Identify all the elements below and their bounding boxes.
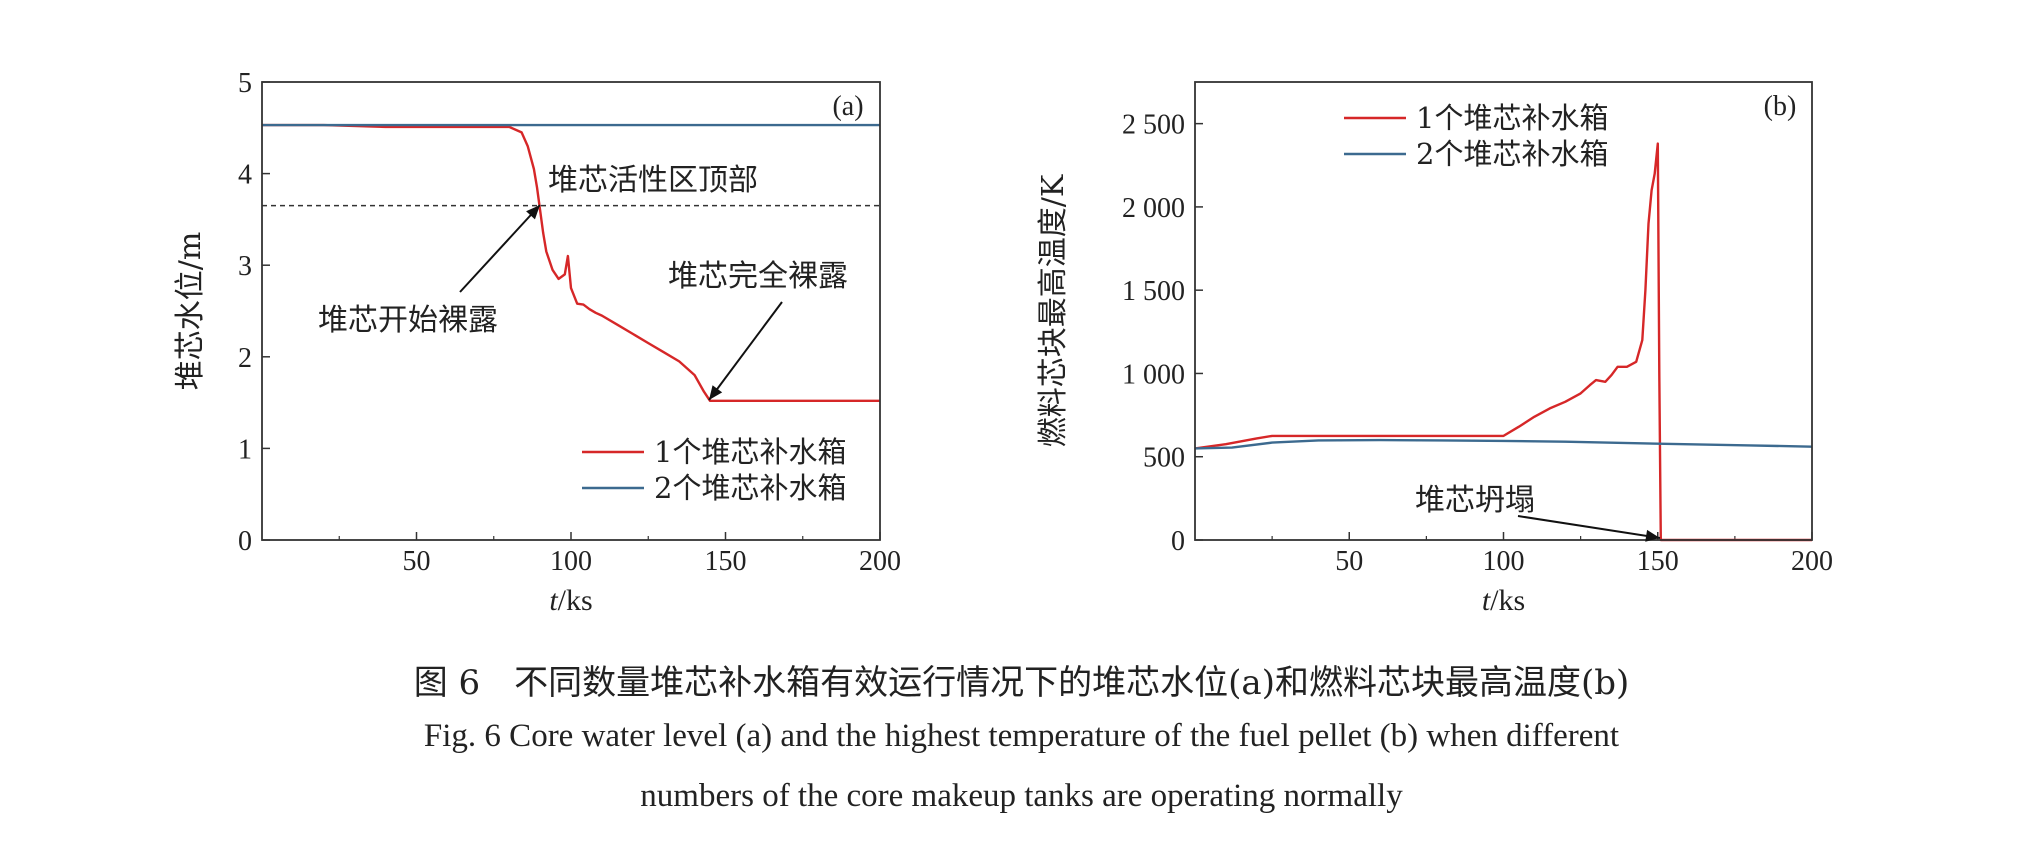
chart-panel-a: 50 100 150 200 0 1 2 3 4 5 堆芯活性区顶部 (a) 1个堆芯补水箱2个堆芯补水… xyxy=(173,68,901,617)
x-axis-label: t/ks xyxy=(549,584,592,617)
annotation-text: 堆芯完全裸露 xyxy=(668,259,848,294)
plot-frame xyxy=(261,81,881,541)
annotation-arrow xyxy=(459,204,541,293)
x-axis-label: t/ks xyxy=(1482,584,1525,617)
y-tick-label: 2 xyxy=(238,343,252,374)
legend-label-1: 1个堆芯补水箱 xyxy=(654,435,846,469)
figure: 50 100 150 200012345堆芯活性区顶部(a)1个堆芯补水箱2个堆芯补水… xyxy=(173,68,1833,617)
y-tick-label: 0 xyxy=(238,526,252,557)
annotation-arrow xyxy=(708,301,783,401)
x-tick-label: 200 xyxy=(1791,546,1833,577)
figure-caption-english-line1: Fig. 6 Core water level (a) and the high… xyxy=(423,718,1620,754)
annotation-arrowhead xyxy=(526,205,540,220)
y-tick-label: 2 500 xyxy=(1122,110,1185,141)
reference-line-label: 堆芯活性区顶部 xyxy=(548,163,758,198)
legend-label-1: 1个堆芯补水箱 xyxy=(1416,101,1608,135)
series-line-1 xyxy=(262,123,880,402)
figure-caption-chinese: 图 6 不同数量堆芯补水箱有效运行情况下的堆芯水位(a)和燃料芯块最高温度(b) xyxy=(413,663,1630,703)
panel-label: (b) xyxy=(1764,91,1797,122)
x-tick-label: 150 xyxy=(705,546,747,577)
legend-label-2: 2个堆芯补水箱 xyxy=(1416,137,1608,171)
y-tick-label: 5 xyxy=(238,68,252,99)
panel-label: (a) xyxy=(832,91,863,122)
y-tick-label: 1 000 xyxy=(1122,359,1185,390)
x-tick-label: 200 xyxy=(859,546,901,577)
y-tick-label: 2 000 xyxy=(1122,193,1185,224)
annotation-arrow xyxy=(1517,515,1661,539)
annotation-arrowhead xyxy=(709,385,723,400)
annotation-arrowhead xyxy=(1645,529,1660,542)
x-tick-label: 100 xyxy=(1483,546,1525,577)
series-line-1 xyxy=(1194,142,1812,542)
y-tick-label: 0 xyxy=(1171,526,1185,557)
x-tick-label: 50 xyxy=(403,546,431,577)
y-tick-label: 3 xyxy=(238,251,252,282)
annotation-text: 堆芯坍塌 xyxy=(1415,483,1535,518)
plot-frame xyxy=(1194,81,1813,541)
legend-label-2: 2个堆芯补水箱 xyxy=(654,471,846,505)
y-axis-label: 燃料芯块最高温度/K xyxy=(1036,174,1071,447)
chart-panel-b: 50 100 150 200 0 500 1 000 1 500 2 000 2 500 (b) 1个… xyxy=(1036,81,1833,617)
y-tick-label: 1 500 xyxy=(1122,276,1185,307)
figure-caption-english-line2: numbers of the core makeup tanks are ope… xyxy=(640,778,1403,814)
y-tick-label: 500 xyxy=(1143,443,1185,474)
x-tick-label: 50 xyxy=(1335,546,1363,577)
x-tick-label: 100 xyxy=(550,546,592,577)
x-tick-label: 150 xyxy=(1637,546,1679,577)
annotation-text: 堆芯开始裸露 xyxy=(318,303,498,338)
y-tick-label: 4 xyxy=(238,160,252,191)
y-axis-label: 堆芯水位/m xyxy=(173,232,208,391)
y-tick-label: 1 xyxy=(238,434,252,465)
series-line-2 xyxy=(1194,438,1813,450)
